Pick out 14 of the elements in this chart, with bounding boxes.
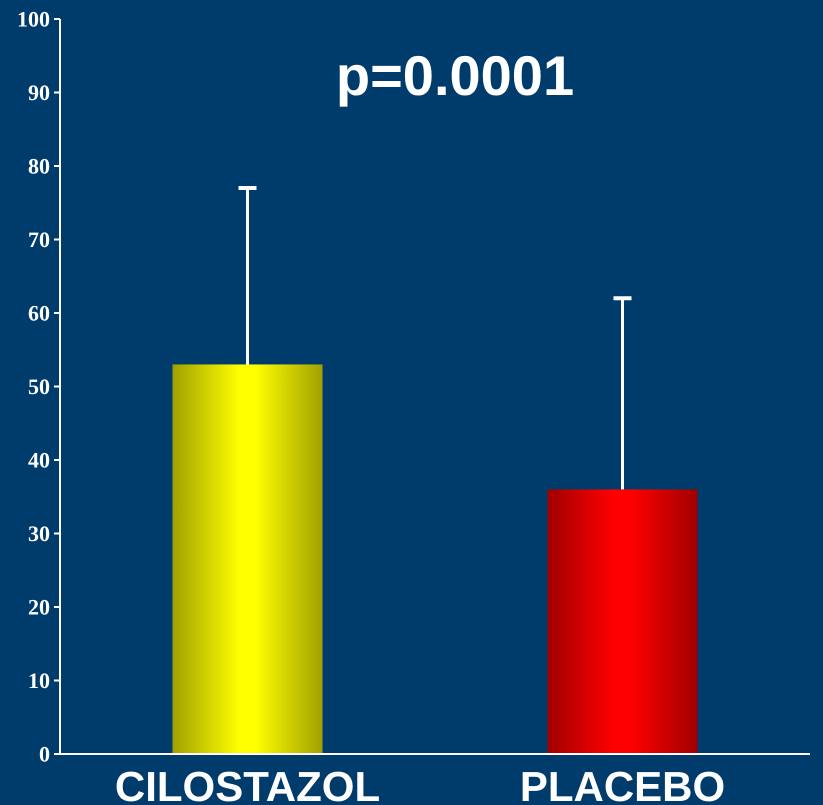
y-tick-label: 40 xyxy=(28,448,50,473)
y-tick-label: 0 xyxy=(39,742,50,767)
x-tick-label: PLACEBO xyxy=(520,763,726,805)
x-tick-label: CILOSTAZOL xyxy=(114,763,380,805)
y-tick-label: 30 xyxy=(28,521,50,546)
y-tick-label: 80 xyxy=(28,154,50,179)
annotation: p=0.0001 xyxy=(336,44,574,107)
y-tick-label: 60 xyxy=(28,300,50,326)
y-tick-label: 10 xyxy=(28,668,50,694)
y-tick-label: 50 xyxy=(28,374,50,400)
y-tick-label: 100 xyxy=(17,6,50,32)
y-tick-label: 70 xyxy=(28,227,50,252)
y-tick-label: 20 xyxy=(28,594,50,620)
y-tick-label: 90 xyxy=(28,80,50,106)
